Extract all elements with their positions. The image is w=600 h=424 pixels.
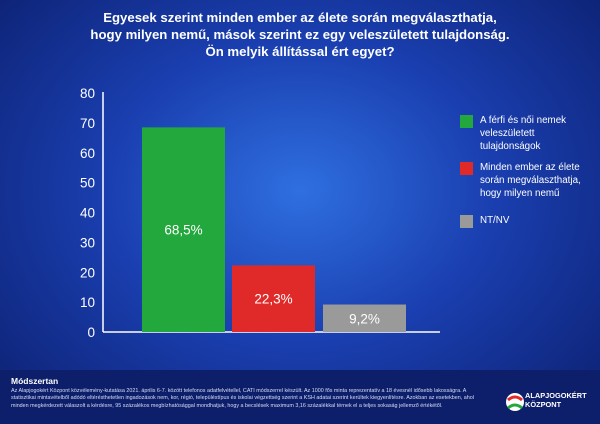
methodology-title: Módszertan xyxy=(11,376,59,386)
logo-line-1: ALAPJOGOKÉRT xyxy=(525,391,587,400)
legend-item-choose: Minden ember az élete során megválasztha… xyxy=(460,161,592,200)
bar-3 xyxy=(323,304,406,332)
legend-swatch-green xyxy=(460,115,473,128)
bar-data-label: 22,3% xyxy=(254,292,292,307)
chart-title: Egyesek szerint minden ember az élete so… xyxy=(40,9,560,60)
y-tick-label: 20 xyxy=(80,265,95,280)
y-tick-label: 80 xyxy=(80,86,95,101)
bar-1 xyxy=(142,127,225,332)
organization-logo: ALAPJOGOKÉRT KÖZPONT xyxy=(505,388,595,418)
y-tick-label: 10 xyxy=(80,295,95,310)
y-tick-label: 40 xyxy=(80,206,95,221)
legend-item-innate: A férfi és női nemek veleszületett tulaj… xyxy=(460,114,592,153)
methodology-text: Az Alapjogokért Központ közvélemény-kuta… xyxy=(11,388,474,409)
y-tick-label: 30 xyxy=(80,235,95,250)
legend-item-ntnv: NT/NV xyxy=(460,214,592,228)
title-line-3: Ön melyik állítással ért egyet? xyxy=(205,44,395,59)
title-line-2: hogy milyen nemű, mások szerint ez egy v… xyxy=(90,27,510,42)
y-tick-label: 50 xyxy=(80,176,95,191)
legend-swatch-gray xyxy=(460,215,473,228)
y-tick-label: 0 xyxy=(87,325,95,340)
legend-swatch-red xyxy=(460,162,473,175)
y-tick-label: 70 xyxy=(80,116,95,131)
title-line-1: Egyesek szerint minden ember az élete so… xyxy=(103,10,497,25)
bar-data-label: 9,2% xyxy=(349,311,380,326)
bar-2 xyxy=(232,265,315,332)
y-tick-label: 60 xyxy=(80,146,95,161)
methodology-section: Módszertan Az Alapjogokért Központ közvé… xyxy=(0,370,600,424)
legend-label: NT/NV xyxy=(480,215,510,226)
logo-mark-icon xyxy=(506,393,524,411)
logo-line-2: KÖZPONT xyxy=(525,399,562,409)
legend-label: Minden ember az élete során megválasztha… xyxy=(480,162,581,199)
bar-data-label: 68,5% xyxy=(164,223,202,238)
logo-text: ALAPJOGOKÉRT KÖZPONT xyxy=(525,391,587,409)
bar-chart: 0 10 20 30 40 50 60 70 80 68,5% 22,3% 9,2% xyxy=(80,86,406,340)
legend-label: A férfi és női nemek veleszületett tulaj… xyxy=(480,115,567,152)
